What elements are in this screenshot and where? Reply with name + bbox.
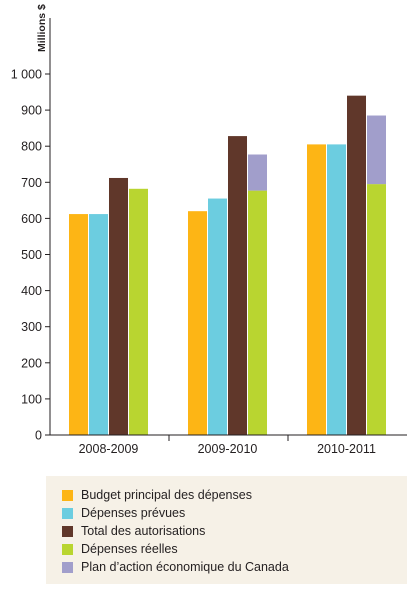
legend-swatch xyxy=(62,525,73,537)
bar-depenses-reelles xyxy=(248,190,267,435)
legend-item: Plan d’action économique du Canada xyxy=(62,558,407,576)
bar-budget-principal-des-d-penses xyxy=(69,214,88,435)
y-tick-label: 600 xyxy=(21,212,42,226)
legend-item: Budget principal des dépenses xyxy=(62,486,407,504)
legend: Budget principal des dépenses Dépenses pr… xyxy=(46,476,407,584)
x-category-labels: 2008-2009 2009-2010 2010-2011 xyxy=(79,442,376,456)
bar-d-penses-pr-vues xyxy=(208,198,227,435)
legend-item: Dépenses prévues xyxy=(62,504,407,522)
bar-chart: 0 100 200 300 400 500 600 700 800 900 1 000 2008-2… xyxy=(11,4,407,456)
bar-d-penses-pr-vues xyxy=(327,144,346,435)
y-tick-label: 700 xyxy=(21,176,42,190)
legend-label: Dépenses réelles xyxy=(81,542,178,556)
y-tick-label: 800 xyxy=(21,140,42,154)
bar-total-des-autorisations xyxy=(347,95,366,435)
bar-total-des-autorisations xyxy=(228,136,247,436)
legend-label: Total des autorisations xyxy=(81,524,206,538)
y-tick-labels: 0 100 200 300 400 500 600 700 800 900 1 000 xyxy=(11,68,42,443)
bar-plan-action-economique xyxy=(367,115,386,185)
axes-layer xyxy=(45,18,407,441)
bar-depenses-reelles xyxy=(129,188,148,435)
bars-layer xyxy=(69,95,386,436)
legend-label: Plan d’action économique du Canada xyxy=(81,560,289,574)
legend-swatch xyxy=(62,543,73,555)
x-category-label: 2009-2010 xyxy=(198,442,258,456)
bar-depenses-reelles xyxy=(367,184,386,435)
y-tick-label: 500 xyxy=(21,248,42,262)
y-tick-label: 1 000 xyxy=(11,68,42,82)
legend-label: Budget principal des dépenses xyxy=(81,488,252,502)
bar-total-des-autorisations xyxy=(109,177,128,435)
y-tick-label: 100 xyxy=(21,392,42,406)
x-category-label: 2008-2009 xyxy=(79,442,139,456)
y-axis-unit-label: Millions $ xyxy=(36,4,48,52)
legend-swatch xyxy=(62,507,73,519)
legend-label: Dépenses prévues xyxy=(81,506,186,520)
legend-item: Total des autorisations xyxy=(62,522,407,540)
y-tick-label: 0 xyxy=(35,429,42,443)
bar-budget-principal-des-d-penses xyxy=(188,211,207,435)
y-tick-label: 200 xyxy=(21,356,42,370)
bar-budget-principal-des-d-penses xyxy=(307,144,326,435)
x-category-label: 2010-2011 xyxy=(317,442,376,456)
y-tick-label: 400 xyxy=(21,284,42,298)
y-tick-label: 300 xyxy=(21,320,42,334)
legend-swatch xyxy=(62,561,73,573)
chart-area: 0 100 200 300 400 500 600 700 800 900 1 000 2008-2… xyxy=(11,4,407,456)
bar-d-penses-pr-vues xyxy=(89,214,108,435)
legend-swatch xyxy=(62,489,73,501)
legend-item: Dépenses réelles xyxy=(62,540,407,558)
bar-plan-action-economique xyxy=(248,154,267,191)
y-tick-label: 900 xyxy=(21,104,42,118)
